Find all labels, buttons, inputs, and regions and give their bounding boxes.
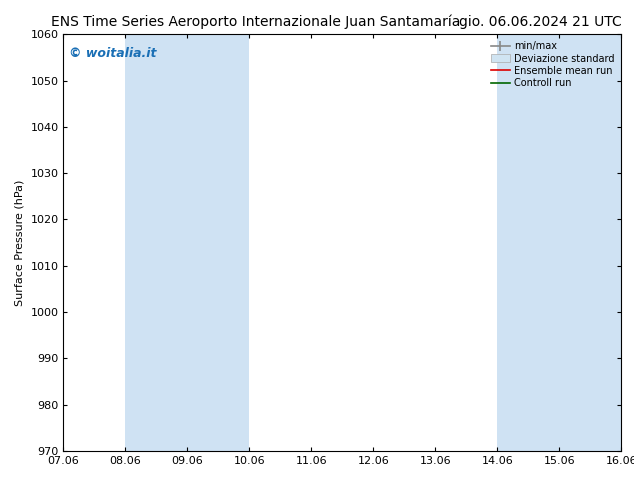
Bar (559, 34, 621, 451)
Legend: min/max, Deviazione standard, Ensemble mean run, Controll run: min/max, Deviazione standard, Ensemble m… (489, 39, 616, 90)
Bar (497, 34, 559, 451)
Bar (188, 34, 249, 451)
Text: gio. 06.06.2024 21 UTC: gio. 06.06.2024 21 UTC (458, 15, 621, 29)
Bar (126, 34, 188, 451)
Y-axis label: Surface Pressure (hPa): Surface Pressure (hPa) (15, 179, 25, 306)
Text: © woitalia.it: © woitalia.it (69, 47, 157, 60)
Text: ENS Time Series Aeroporto Internazionale Juan Santamaría: ENS Time Series Aeroporto Internazionale… (51, 15, 460, 29)
Bar (621, 34, 634, 451)
